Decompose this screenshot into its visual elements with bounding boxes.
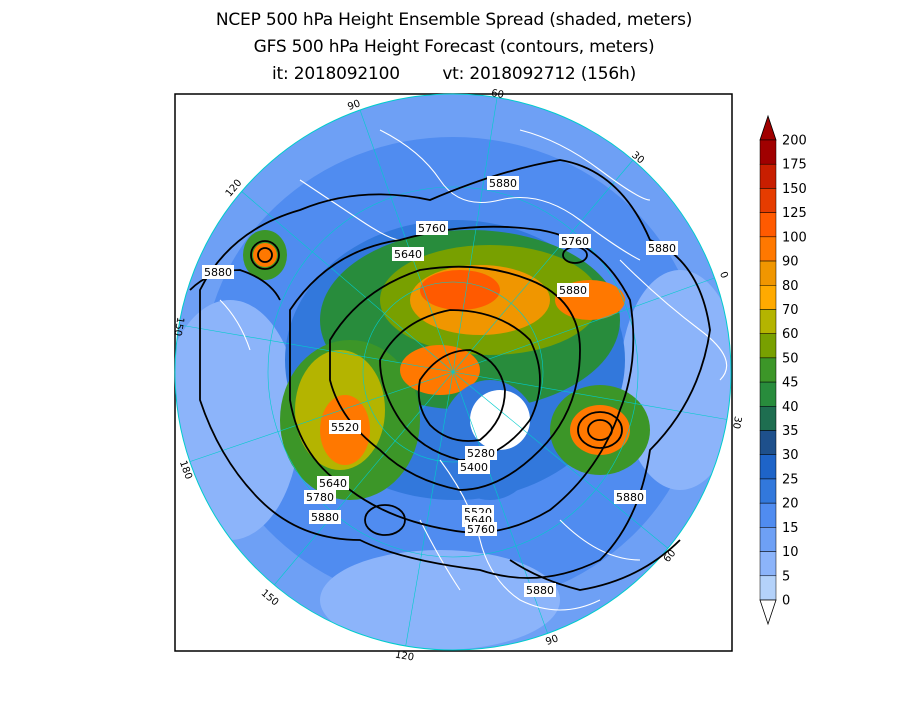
svg-text:5880: 5880 [204,266,232,279]
contour-label: 5640 [392,247,424,261]
svg-text:5760: 5760 [418,222,446,235]
colorbar-label: 150 [782,182,807,197]
colorbar-label: 70 [782,303,799,318]
svg-text:5880: 5880 [559,284,587,297]
svg-text:5280: 5280 [467,447,495,460]
lon-label: 150 [171,316,185,337]
chart-title-line1: NCEP 500 hPa Height Ensemble Spread (sha… [215,10,693,30]
colorbar-label: 80 [782,279,799,294]
colorbar-label: 5 [782,569,790,584]
contour-label: 5880 [309,510,341,524]
colorbar-label: 90 [782,255,799,270]
colorbar-label: 125 [782,206,807,221]
colorbar-swatch [759,527,777,552]
colorbar-swatch [759,502,777,528]
colorbar-label: 100 [782,230,807,245]
colorbar-swatch [759,188,777,213]
colorbar-label: 0 [782,594,790,609]
contour-label: 5640 [317,476,349,490]
lon-label: 0 [717,270,730,280]
lon-label: 30 [730,415,743,429]
graticule [179,97,731,650]
valid-time: 2018092712 (156h) [469,64,637,84]
chart-time-line: it: 2018092100 vt: 2018092712 (156h) [0,64,908,84]
globe-edge [174,93,732,651]
colorbar-label: 45 [782,376,799,391]
contour-label: 5880 [202,265,234,279]
contour-label: 5880 [524,583,556,597]
svg-text:5760: 5760 [561,235,589,248]
svg-text:5400: 5400 [460,461,488,474]
contour-label: 5280 [465,446,497,460]
colorbar-swatch [759,309,777,334]
colorbar-label: 40 [782,400,799,415]
lon-label: 90 [544,633,560,648]
colorbar-label: 20 [782,497,799,512]
contour-label: 5760 [465,522,497,536]
contour-label: 5760 [559,234,591,248]
svg-text:5880: 5880 [489,177,517,190]
colorbar-swatch [759,333,777,359]
contour-label: 5880 [646,241,678,255]
colorbar-swatch [759,139,777,165]
colorbar-label: 35 [782,424,799,439]
colorbar-label: 200 [782,134,807,149]
svg-text:5520: 5520 [331,421,359,434]
colorbar-top-arrow [759,114,777,141]
colorbar-label: 60 [782,327,799,342]
contour-label: 5780 [304,490,336,504]
colorbar: 2001751501251009080706050454035302520151… [759,114,807,626]
valid-label: vt: [442,64,465,84]
colorbar-swatch [759,430,777,455]
svg-text:5640: 5640 [319,477,347,490]
svg-text:5760: 5760 [467,523,495,536]
colorbar-label: 25 [782,472,799,487]
svg-text:5880: 5880 [648,242,676,255]
contour-labels: 5880 5760 5640 5760 5880 5880 5880 5520 … [202,176,678,597]
init-label: it: [271,64,289,84]
contour-label: 5880 [487,176,519,190]
contour-label: 5880 [614,490,646,504]
colorbar-swatch [759,236,777,262]
colorbar-swatch [759,260,777,286]
colorbar-swatch [759,381,777,407]
contour-label: 5880 [557,283,589,297]
contour-label: 5400 [458,460,490,474]
colorbar-label: 10 [782,545,799,560]
lon-label: 90 [346,98,362,113]
colorbar-label: 175 [782,158,807,173]
colorbar-swatch [759,212,777,238]
init-time: 2018092100 [293,64,400,84]
colorbar-label: 30 [782,448,799,463]
svg-text:5880: 5880 [526,584,554,597]
colorbar-swatch [759,163,777,189]
colorbar-bottom-arrow [759,599,777,626]
contour-label: 5760 [416,221,448,235]
colorbar-label: 50 [782,351,799,366]
colorbar-swatch [759,285,777,310]
svg-text:5880: 5880 [311,511,339,524]
colorbar-swatch [759,357,777,383]
colorbar-swatch [759,551,777,577]
svg-text:5880: 5880 [616,491,644,504]
lon-label: 60 [490,88,504,101]
svg-text:5780: 5780 [306,491,334,504]
coastlines [219,129,728,611]
svg-text:5640: 5640 [394,248,422,261]
colorbar-swatch [759,454,777,480]
lon-label: 120 [394,649,415,663]
colorbar-label: 15 [782,521,799,536]
contour-label: 5520 [329,420,361,434]
colorbar-swatch [759,575,777,601]
colorbar-swatch [759,478,777,504]
colorbar-swatch [759,406,777,431]
chart-title-line2: GFS 500 hPa Height Forecast (contours, m… [253,37,655,57]
